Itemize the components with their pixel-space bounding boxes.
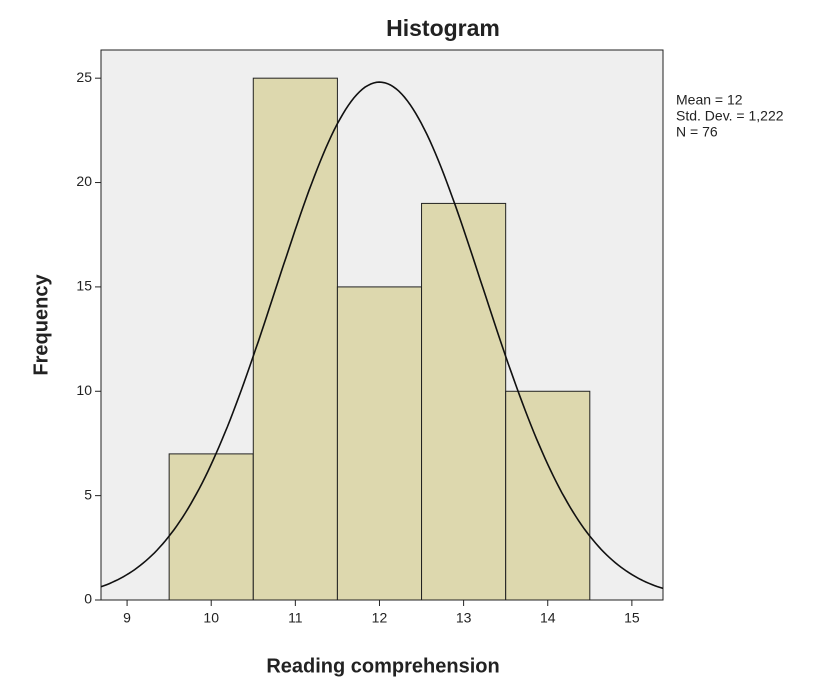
x-tick-label: 11 bbox=[288, 610, 303, 626]
y-tick-label: 5 bbox=[84, 486, 92, 502]
y-tick-label: 10 bbox=[76, 382, 92, 398]
x-tick-label: 10 bbox=[203, 610, 219, 626]
y-tick-label: 25 bbox=[76, 69, 92, 85]
x-tick-label: 12 bbox=[372, 610, 388, 626]
bar bbox=[169, 454, 253, 600]
x-tick-label: 15 bbox=[624, 610, 640, 626]
x-tick-label: 14 bbox=[540, 610, 556, 626]
y-tick-label: 20 bbox=[76, 173, 92, 189]
y-axis-title: Frequency bbox=[30, 274, 52, 376]
y-tick-label: 0 bbox=[84, 591, 92, 607]
x-tick-label: 9 bbox=[123, 610, 131, 626]
x-tick-label: 13 bbox=[456, 610, 472, 626]
stat-note: N = 76 bbox=[676, 124, 718, 140]
stat-note: Std. Dev. = 1,222 bbox=[676, 108, 784, 124]
chart: Histogram Reading comprehension Frequenc… bbox=[0, 0, 839, 684]
bar bbox=[422, 203, 506, 600]
bar bbox=[337, 287, 421, 600]
stat-note: Mean = 12 bbox=[676, 92, 743, 108]
bar bbox=[506, 391, 590, 600]
x-axis-title: Reading comprehension bbox=[266, 655, 499, 677]
bar bbox=[253, 78, 337, 600]
chart-title: Histogram bbox=[386, 15, 500, 41]
y-tick-label: 15 bbox=[76, 278, 92, 294]
